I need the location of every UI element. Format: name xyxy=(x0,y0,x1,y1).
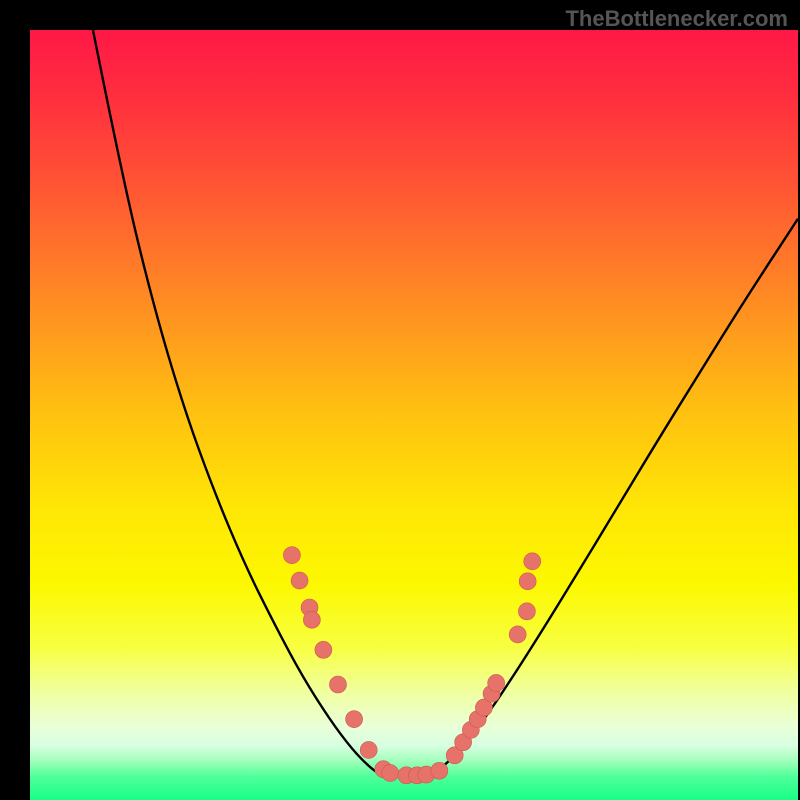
data-marker xyxy=(431,762,448,779)
data-marker xyxy=(346,711,363,728)
data-marker xyxy=(315,641,332,658)
data-marker xyxy=(291,572,308,589)
data-marker xyxy=(509,626,526,643)
data-marker xyxy=(518,603,535,620)
data-marker xyxy=(382,765,399,782)
data-marker xyxy=(329,676,346,693)
data-marker xyxy=(488,674,505,691)
data-marker xyxy=(360,741,377,758)
gradient-background xyxy=(30,30,798,800)
bottleneck-chart xyxy=(30,30,798,800)
data-marker xyxy=(519,573,536,590)
data-marker xyxy=(283,547,300,564)
data-marker xyxy=(303,611,320,628)
watermark-text: TheBottlenecker.com xyxy=(565,6,788,32)
data-marker xyxy=(524,553,541,570)
